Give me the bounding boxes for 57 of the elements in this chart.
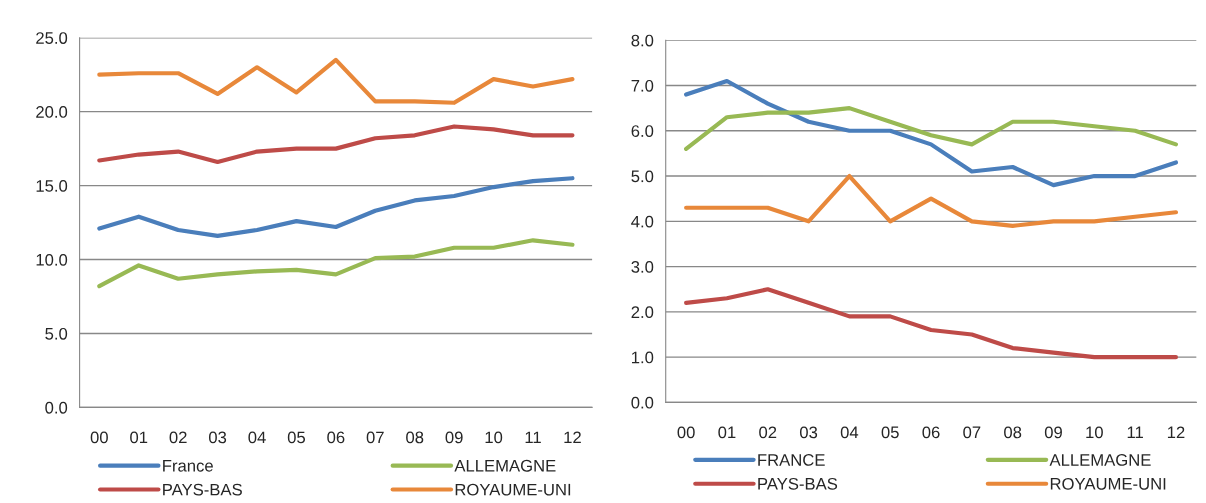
x-tick-label: 06 xyxy=(327,431,345,444)
y-tick-label: 8.0 xyxy=(631,34,654,47)
legend-label: ALLEMAGNE xyxy=(1049,454,1151,466)
line-series xyxy=(684,287,1179,360)
x-tick-label: 09 xyxy=(1044,426,1062,439)
x-tick-label: 00 xyxy=(90,431,108,444)
y-tick-label: 10.0 xyxy=(36,253,68,266)
x-tick-label: 04 xyxy=(840,426,859,439)
y-tick-label: 15.0 xyxy=(36,180,68,192)
x-tick-label: 04 xyxy=(248,431,266,444)
y-tick-label: 3.0 xyxy=(631,260,654,273)
legend-label: France xyxy=(163,460,213,472)
x-tick-label: 07 xyxy=(366,431,384,444)
x-tick-label: 11 xyxy=(1127,426,1143,439)
legend-label: PAYS-BAS xyxy=(758,477,838,490)
y-tick-label: 20.0 xyxy=(36,106,68,118)
line-series xyxy=(97,176,575,238)
x-tick-label: 02 xyxy=(759,426,777,439)
legend-label: ALLEMAGNE xyxy=(454,459,556,472)
line-series xyxy=(684,78,1179,188)
x-tick-label: 01 xyxy=(718,426,736,439)
y-tick-label: 5.0 xyxy=(631,170,654,183)
x-tick-label: 10 xyxy=(485,431,503,444)
x-tick-label: 08 xyxy=(406,431,424,444)
x-tick-label: 11 xyxy=(525,431,541,444)
line-series xyxy=(97,124,575,165)
x-tick-label: 03 xyxy=(208,431,227,444)
legend-label: ROYAUME-UNI xyxy=(455,483,571,496)
x-tick-label: 03 xyxy=(799,426,818,439)
x-tick-label: 07 xyxy=(963,426,981,439)
y-tick-label: 25.0 xyxy=(36,32,68,44)
y-tick-label: 2.0 xyxy=(631,306,654,319)
line-series xyxy=(684,173,1179,228)
y-tick-label: 5.0 xyxy=(45,327,68,340)
line-series xyxy=(97,238,575,289)
x-tick-label: 12 xyxy=(564,431,581,444)
x-tick-label: 05 xyxy=(287,431,306,444)
x-tick-label: 10 xyxy=(1086,426,1103,439)
line-series xyxy=(97,57,575,105)
line-series xyxy=(684,106,1179,151)
x-tick-label: 01 xyxy=(130,431,148,444)
x-tick-label: 08 xyxy=(1004,426,1022,439)
x-tick-label: 12 xyxy=(1167,426,1185,439)
y-tick-label: 4.0 xyxy=(631,215,654,228)
x-tick-label: 05 xyxy=(881,426,899,439)
y-tick-label: 0.0 xyxy=(631,396,654,409)
x-tick-label: 06 xyxy=(922,426,940,439)
legend-label: ROYAUME-UNI xyxy=(1050,477,1166,490)
x-tick-label: 02 xyxy=(169,431,187,444)
legend-label: PAYS-BAS xyxy=(163,483,242,496)
x-tick-label: 00 xyxy=(677,426,695,439)
y-tick-label: 6.0 xyxy=(631,125,654,137)
y-tick-label: 7.0 xyxy=(631,79,654,92)
y-tick-label: 0.0 xyxy=(45,401,68,414)
legend-label: FRANCE xyxy=(758,454,825,466)
x-tick-label: 09 xyxy=(445,431,463,444)
y-tick-label: 1.0 xyxy=(632,351,654,364)
